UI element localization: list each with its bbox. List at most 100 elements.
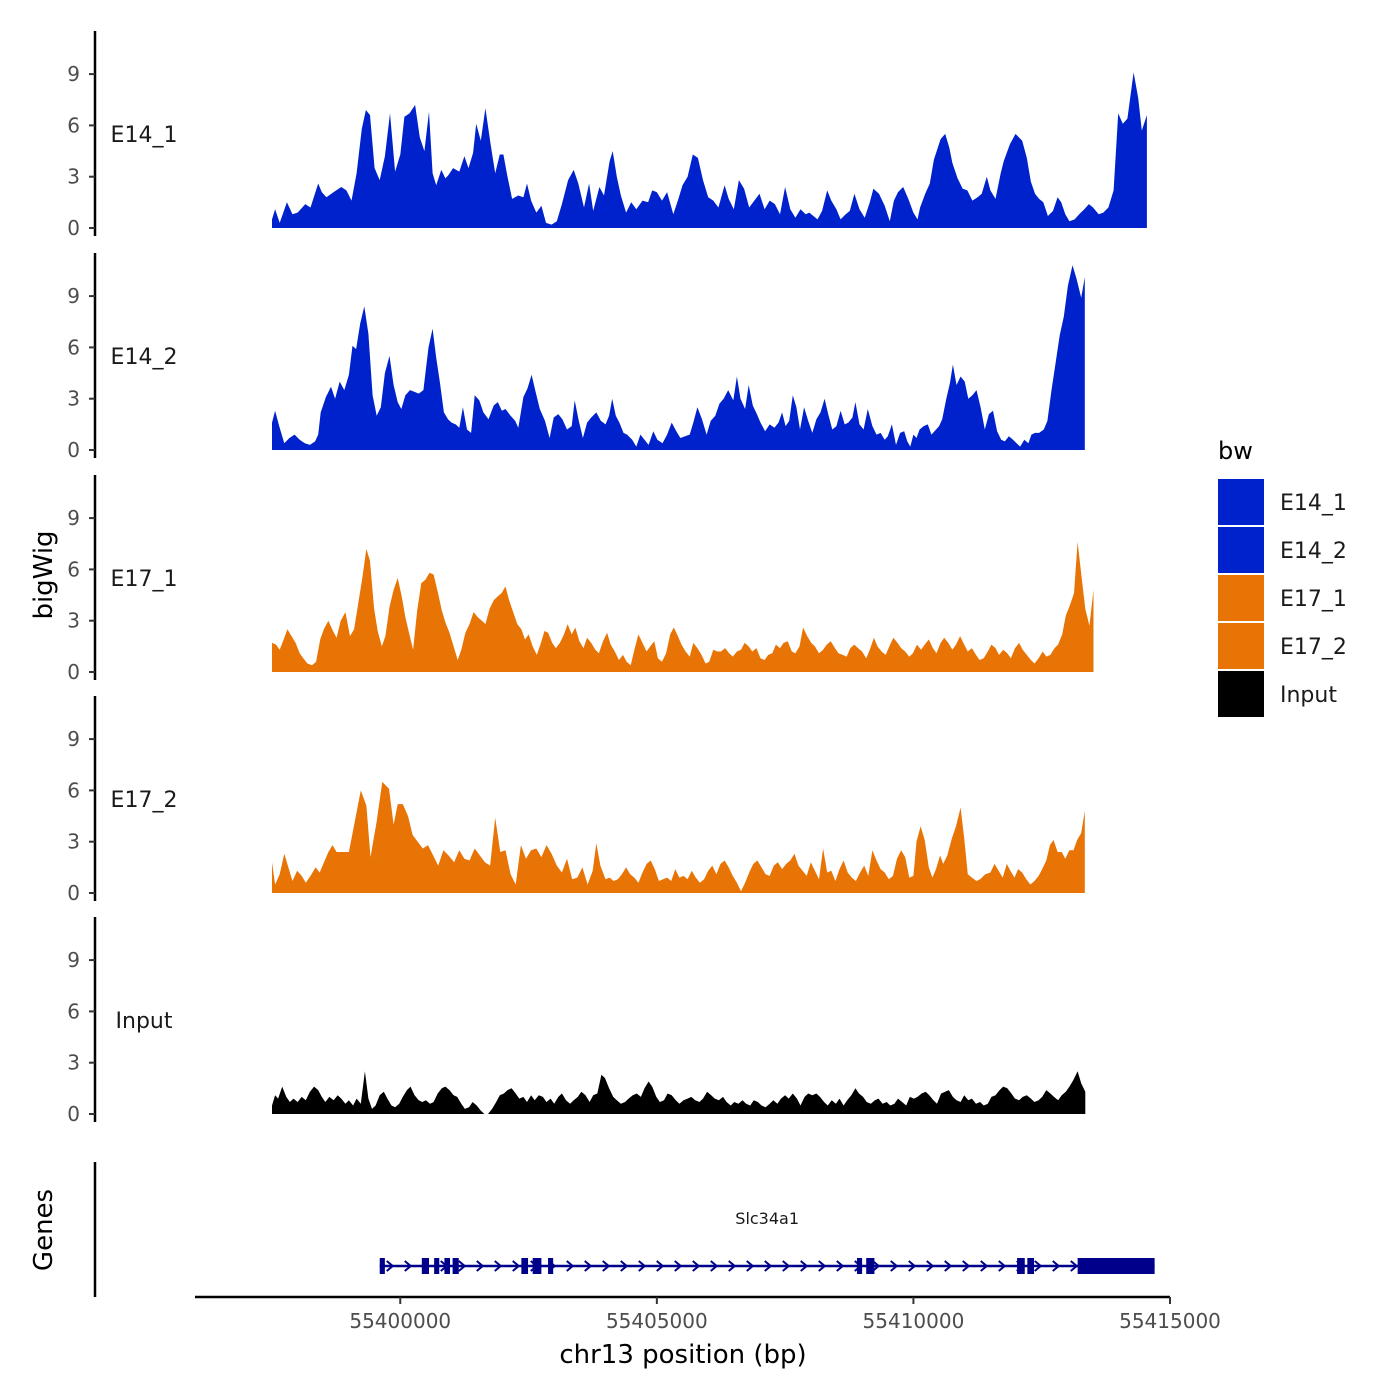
strand-arrow [602,1260,611,1272]
y-tick-label: 0 [67,881,80,905]
legend-key-E14_2 [1218,527,1264,573]
gene-panel: Genes Slc34a1 [29,1162,1155,1297]
exon [548,1258,554,1274]
area-Input [272,1071,1086,1114]
area-E14_1 [272,72,1147,229]
x-tick-label: 55410000 [863,1309,965,1333]
gene-Slc34a1: Slc34a1 [379,1209,1155,1274]
track-label: E14_2 [111,345,178,370]
exon [444,1258,451,1274]
y-tick-label: 0 [67,1102,80,1126]
y-tick-label: 9 [67,62,80,86]
legend-key-E17_2 [1218,623,1264,669]
exon [1017,1258,1025,1274]
x-axis-title: chr13 position (bp) [559,1340,806,1370]
x-tick-label: 55405000 [606,1309,708,1333]
y-tick-label: 6 [67,999,80,1023]
exon [379,1258,385,1274]
y-tick-label: 6 [67,557,80,581]
track-E14_2: 0 3 6 9 E14_2 [67,253,1085,462]
area-E17_2 [272,781,1085,893]
track-E17_1: 0 3 6 9 E17_1 [67,475,1094,684]
strand-arrow [692,1260,701,1272]
strand-arrow [926,1260,935,1272]
y-tick-label: 3 [67,387,80,411]
genes-axis-title: Genes [29,1189,59,1271]
gene-label: Slc34a1 [735,1209,799,1228]
strand-arrow [656,1260,665,1272]
track-label: E17_2 [111,788,178,813]
strand-arrow [944,1260,953,1272]
legend-key-E14_1 [1218,479,1264,525]
y-tick-label: 6 [67,335,80,359]
area-E14_2 [272,265,1085,450]
track-Input: 0 3 6 9 Input [67,917,1086,1126]
y-tick-label: 0 [67,660,80,684]
strand-arrow [674,1260,683,1272]
exon [434,1258,440,1274]
area-E17_1 [272,542,1094,672]
strand-arrow [566,1260,575,1272]
strand-arrow [782,1260,791,1272]
y-tick-label: 9 [67,727,80,751]
y-tick-label: 6 [67,113,80,137]
exon [421,1258,429,1274]
legend-key-Input [1218,671,1264,717]
exon [452,1258,459,1274]
legend-key-E17_1 [1218,575,1264,621]
exon [521,1258,529,1274]
track-label: E17_1 [111,567,178,592]
strand-arrow [1070,1260,1079,1272]
legend-title: bw [1218,437,1253,465]
y-tick-label: 3 [67,609,80,633]
y-tick-label: 3 [67,830,80,854]
strand-arrow [494,1260,503,1272]
track-label: E14_1 [111,123,178,148]
exon [1027,1258,1035,1274]
strand-arrow [890,1260,899,1272]
y-tick-label: 0 [67,216,80,240]
legend: bw E14_1 E14_2 E17_1 E17_2 Input [1218,437,1347,717]
exon [1077,1258,1155,1274]
strand-arrow [404,1260,413,1272]
y-tick-label: 3 [67,1051,80,1075]
strand-arrow [1052,1260,1061,1272]
exon [866,1258,875,1274]
strand-arrow [764,1260,773,1272]
strand-arrow [1034,1260,1043,1272]
y-tick-label: 9 [67,506,80,530]
strand-arrow [458,1260,467,1272]
y-tick-label: 9 [67,284,80,308]
x-axis: 55400000 55405000 55410000 55415000 [195,1295,1221,1333]
strand-arrow [908,1260,917,1272]
strand-arrow [746,1260,755,1272]
strand-arrow [872,1260,881,1272]
track-label: Input [116,1009,173,1034]
strand-arrow [476,1260,485,1272]
strand-arrow [962,1260,971,1272]
y-tick-label: 0 [67,438,80,462]
strand-arrow [836,1260,845,1272]
strand-arrow [728,1260,737,1272]
y-axis-title: bigWig [29,530,59,619]
exon [856,1258,863,1274]
strand-arrow [980,1260,989,1272]
y-tick-label: 9 [67,948,80,972]
legend-label: E17_2 [1280,635,1347,660]
legend-label: Input [1280,683,1337,708]
strand-arrow [998,1260,1007,1272]
legend-label: E17_1 [1280,587,1347,612]
exon [532,1258,542,1274]
y-tick-label: 6 [67,778,80,802]
y-tick-label: 3 [67,165,80,189]
track-panels: 0 3 6 9 E14_1 0 3 6 9 E14_2 0 3 6 9 E17_1 0 3 6 9 E17_2 0 3 6 9… [67,31,1147,1126]
track-E14_1: 0 3 6 9 E14_1 [67,31,1147,240]
strand-arrow [386,1260,395,1272]
x-tick-label: 55400000 [349,1309,451,1333]
strand-arrow [818,1260,827,1272]
strand-arrow [512,1260,521,1272]
strand-arrow [710,1260,719,1272]
track-E17_2: 0 3 6 9 E17_2 [67,696,1085,905]
strand-arrow [620,1260,629,1272]
